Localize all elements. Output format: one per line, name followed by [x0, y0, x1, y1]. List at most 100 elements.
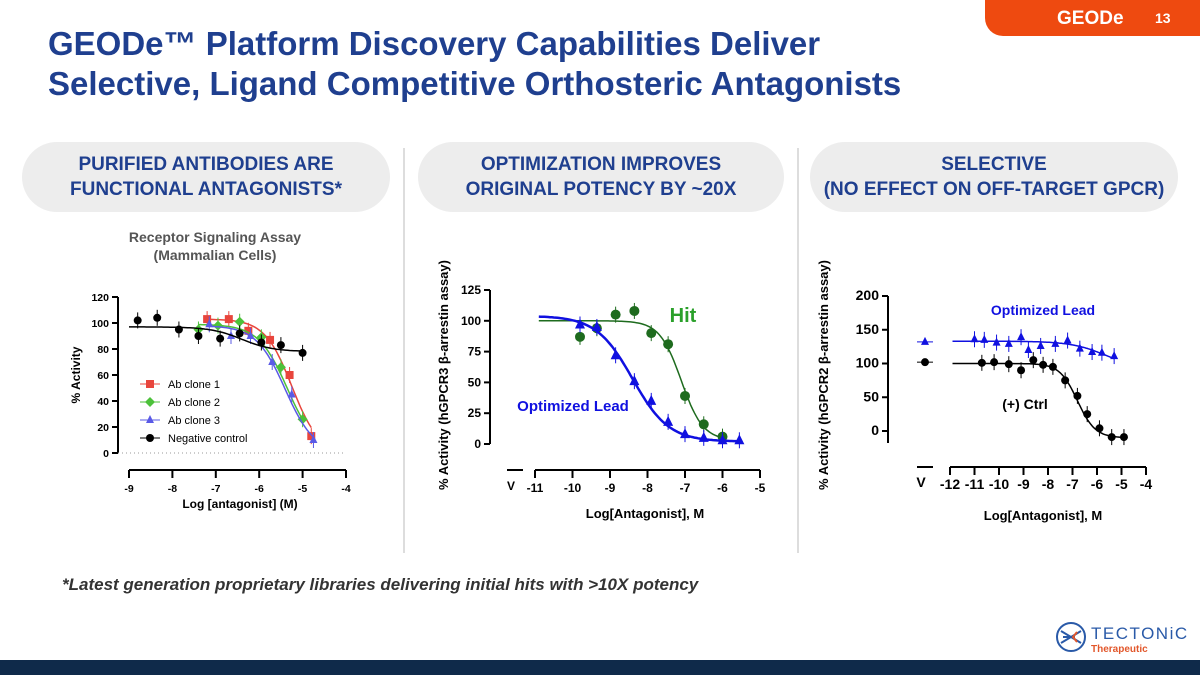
- y-tick-label: 200: [856, 287, 880, 303]
- y-axis-label: % Activity (hGPCR2 β-arrestin assay): [816, 260, 831, 490]
- chart-subtitle: (Mammalian Cells): [154, 247, 277, 263]
- divider: [403, 148, 405, 553]
- y-tick-label: 50: [468, 375, 482, 389]
- pill-text: FUNCTIONAL ANTAGONISTS*: [70, 179, 342, 200]
- marker-triangle: [246, 331, 255, 339]
- marker-circle: [257, 338, 266, 347]
- marker-diamond: [234, 316, 245, 327]
- x-axis-label: Log [antagonist] (M): [182, 497, 297, 511]
- marker-circle: [1048, 362, 1057, 371]
- y-tick-label: 125: [461, 283, 481, 297]
- y-axis-label: % Activity: [69, 346, 83, 403]
- chart-1: 0 20 40 60 80 100 120 -9 -8 -7 -6 -5 -4 % Activity Log…: [69, 229, 351, 511]
- marker-circle: [1061, 376, 1070, 385]
- marker-triangle: [1036, 340, 1045, 349]
- legend-label: Ab clone 2: [168, 397, 220, 409]
- marker-triangle: [1088, 347, 1097, 356]
- marker-circle: [1073, 391, 1082, 400]
- x-tick-label: -4: [1140, 476, 1153, 492]
- marker-triangle: [1017, 332, 1026, 341]
- y-tick-label: 40: [97, 396, 109, 408]
- marker-circle: [235, 329, 244, 338]
- logo-icon: TECTONiC Therapeutic: [1056, 622, 1187, 655]
- x-tick-label: -8: [168, 483, 177, 495]
- marker-triangle: [698, 431, 709, 442]
- series-negative-control: [129, 309, 307, 361]
- y-tick-label: 25: [468, 406, 482, 420]
- y-tick-label: 20: [97, 422, 109, 434]
- marker-circle: [1095, 424, 1104, 433]
- marker-triangle: [646, 394, 657, 405]
- legend-label: Negative control: [168, 433, 248, 445]
- marker-circle: [921, 358, 929, 367]
- y-tick-label: 100: [91, 318, 109, 330]
- chart-title: Receptor Signaling Assay: [129, 229, 301, 245]
- series-hit: [538, 302, 728, 445]
- pill-selective: SELECTIVE (NO EFFECT ON OFF-TARGET GPCR): [810, 142, 1178, 212]
- pill-text: SELECTIVE: [941, 154, 1047, 175]
- y-axis-label: % Activity (hGPCR3 β-arrestin assay): [436, 260, 451, 490]
- x-tick-label: -7: [1066, 476, 1079, 492]
- x-tick-label: -5: [1115, 476, 1128, 492]
- x-tick-label: -9: [605, 481, 616, 495]
- pill-optimization: OPTIMIZATION IMPROVES ORIGINAL POTENCY BY…: [418, 142, 784, 212]
- marker-triangle: [591, 320, 602, 331]
- marker-triangle: [734, 434, 745, 445]
- marker-triangle: [992, 337, 1001, 346]
- y-tick-label: 80: [97, 344, 109, 356]
- marker-circle: [629, 305, 640, 316]
- marker-square: [146, 380, 154, 388]
- pill-text: OPTIMIZATION IMPROVES: [480, 154, 722, 175]
- marker-circle: [153, 313, 162, 322]
- marker-square: [266, 335, 275, 344]
- series-ab-clone-1: [203, 311, 316, 445]
- y-tick-label: 75: [468, 345, 482, 359]
- x-axis-label: Log[Antagonist], M: [984, 508, 1102, 523]
- fit-curve: [538, 320, 723, 439]
- page-title: GEODe™ Platform Discovery Capabilities D…: [48, 24, 901, 104]
- marker-circle: [216, 334, 225, 343]
- marker-triangle: [1110, 351, 1119, 360]
- marker-circle: [1029, 356, 1038, 365]
- marker-diamond: [297, 414, 308, 425]
- section-badge: GEODe 13: [985, 0, 1200, 36]
- chart-2: 0 25 50 75 100 125 -11 -10 -9 -8 -7 -6 -5 V % Activity…: [436, 260, 766, 521]
- x-axis-label: Log[Antagonist], M: [586, 506, 704, 521]
- x-tick-label: -7: [680, 481, 691, 495]
- logo-sub: Therapeutic: [1091, 644, 1148, 655]
- marker-square: [307, 432, 316, 441]
- x-tick-label: -4: [341, 483, 350, 495]
- marker-square: [203, 315, 212, 324]
- marker-diamond: [275, 362, 286, 373]
- marker-circle: [646, 328, 657, 339]
- marker-circle: [1004, 360, 1013, 369]
- marker-triangle: [717, 434, 728, 445]
- marker-square: [285, 371, 294, 379]
- y-tick-label: 100: [461, 314, 481, 328]
- badge-label: GEODe: [1057, 8, 1124, 29]
- series-optimized-lead: [917, 329, 1119, 365]
- legend-label: Ab clone 3: [168, 415, 220, 427]
- series--ctrl: [917, 352, 1128, 446]
- x-tick-label: -6: [1091, 476, 1104, 492]
- footer-bar: [0, 660, 1200, 675]
- y-tick-label: 150: [856, 321, 880, 337]
- x-tick-label: -6: [255, 483, 264, 495]
- marker-circle: [610, 309, 621, 320]
- marker-circle: [1017, 366, 1026, 375]
- marker-circle: [174, 325, 183, 334]
- marker-circle: [133, 316, 142, 325]
- legend-label: Ab clone 1: [168, 379, 220, 391]
- pill-text: PURIFIED ANTIBODIES ARE: [78, 154, 334, 175]
- fit-curve: [207, 318, 312, 428]
- footnote: *Latest generation proprietary libraries…: [62, 575, 699, 594]
- marker-triangle: [1097, 347, 1106, 356]
- marker-triangle: [980, 334, 989, 343]
- marker-circle: [575, 331, 585, 342]
- marker-diamond: [145, 397, 155, 407]
- marker-triangle: [205, 319, 214, 328]
- marker-circle: [194, 332, 203, 340]
- vehicle-label: V: [916, 474, 926, 490]
- x-tick-label: -10: [564, 481, 582, 495]
